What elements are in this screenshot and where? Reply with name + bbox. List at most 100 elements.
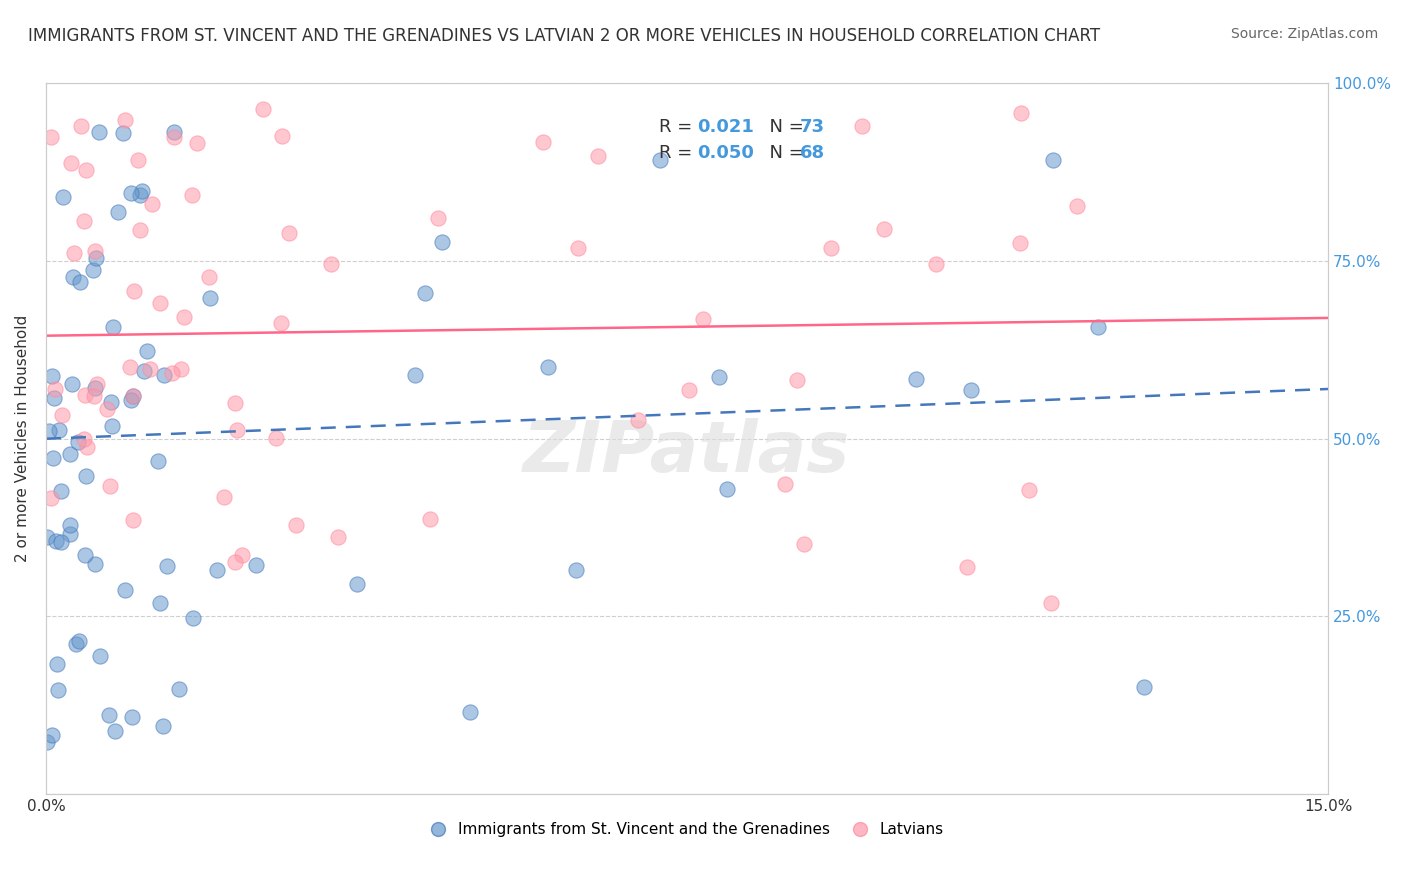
Point xyxy=(536,360,558,375)
Point xyxy=(69,275,91,289)
Point xyxy=(904,372,927,386)
Point xyxy=(271,128,294,143)
Text: IMMIGRANTS FROM ST. VINCENT AND THE GRENADINES VS LATVIAN 2 OR MORE VEHICLES IN : IMMIGRANTS FROM ST. VINCENT AND THE GREN… xyxy=(28,27,1101,45)
Point xyxy=(163,129,186,144)
Point xyxy=(100,418,122,433)
Point xyxy=(627,413,650,427)
Point xyxy=(1018,483,1040,497)
Point xyxy=(45,534,67,549)
Point xyxy=(205,563,228,577)
Point xyxy=(89,649,111,664)
Point xyxy=(427,211,450,226)
Point xyxy=(531,135,554,149)
Point xyxy=(252,102,274,116)
Point xyxy=(49,535,72,549)
Point xyxy=(1042,153,1064,167)
Point xyxy=(120,393,142,408)
Point xyxy=(122,513,145,527)
Point xyxy=(404,368,426,382)
Point xyxy=(197,270,219,285)
Point xyxy=(89,125,111,139)
Point xyxy=(214,490,236,504)
Point xyxy=(46,657,69,671)
Point xyxy=(44,382,66,396)
Point xyxy=(131,185,153,199)
Point xyxy=(124,284,146,298)
Point xyxy=(82,263,104,277)
Text: 0.050: 0.050 xyxy=(697,144,754,161)
Point xyxy=(284,518,307,533)
Point xyxy=(73,548,96,562)
Point xyxy=(62,245,84,260)
Point xyxy=(75,469,97,483)
Point xyxy=(198,291,221,305)
Point xyxy=(319,257,342,271)
Text: N =: N = xyxy=(758,144,808,161)
Point xyxy=(328,530,350,544)
Point xyxy=(231,548,253,562)
Point xyxy=(41,450,63,465)
Point xyxy=(49,484,72,499)
Point xyxy=(59,517,82,532)
Point xyxy=(75,387,97,401)
Point xyxy=(76,440,98,454)
Point xyxy=(62,270,84,285)
Point xyxy=(786,373,808,387)
Point xyxy=(1087,320,1109,334)
Point xyxy=(1010,105,1032,120)
Point xyxy=(135,343,157,358)
Point xyxy=(41,728,63,742)
Text: Source: ZipAtlas.com: Source: ZipAtlas.com xyxy=(1230,27,1378,41)
Point xyxy=(70,119,93,133)
Point xyxy=(1008,235,1031,250)
Point xyxy=(163,125,186,139)
Point xyxy=(162,366,184,380)
Point xyxy=(41,369,63,384)
Point xyxy=(58,448,80,462)
Point xyxy=(75,162,97,177)
Point xyxy=(83,389,105,403)
Point xyxy=(1133,680,1156,694)
Point xyxy=(678,383,700,397)
Point xyxy=(111,126,134,140)
Point xyxy=(224,396,246,410)
Point xyxy=(278,226,301,240)
Point xyxy=(565,563,588,577)
Point xyxy=(270,316,292,330)
Point xyxy=(152,718,174,732)
Point xyxy=(129,188,152,202)
Point xyxy=(127,153,149,167)
Point xyxy=(121,710,143,724)
Point xyxy=(51,409,73,423)
Point xyxy=(820,241,842,255)
Point xyxy=(86,251,108,265)
Point xyxy=(46,683,69,698)
Point xyxy=(59,527,82,541)
Point xyxy=(100,394,122,409)
Point xyxy=(170,362,193,376)
Point xyxy=(173,310,195,325)
Point xyxy=(86,376,108,391)
Point xyxy=(146,454,169,468)
Point xyxy=(103,320,125,334)
Point xyxy=(418,512,440,526)
Point xyxy=(84,382,107,396)
Point xyxy=(430,235,453,250)
Point xyxy=(139,361,162,376)
Point xyxy=(149,295,172,310)
Point xyxy=(1039,596,1062,610)
Point xyxy=(120,360,142,375)
Point xyxy=(52,190,75,204)
Point xyxy=(73,214,96,228)
Point xyxy=(48,423,70,437)
Point xyxy=(114,113,136,128)
Point xyxy=(264,431,287,445)
Point xyxy=(128,223,150,237)
Point xyxy=(73,432,96,446)
Y-axis label: 2 or more Vehicles in Household: 2 or more Vehicles in Household xyxy=(15,315,30,562)
Point xyxy=(156,559,179,574)
Point xyxy=(60,376,83,391)
Point xyxy=(413,285,436,300)
Point xyxy=(149,596,172,610)
Point xyxy=(956,559,979,574)
